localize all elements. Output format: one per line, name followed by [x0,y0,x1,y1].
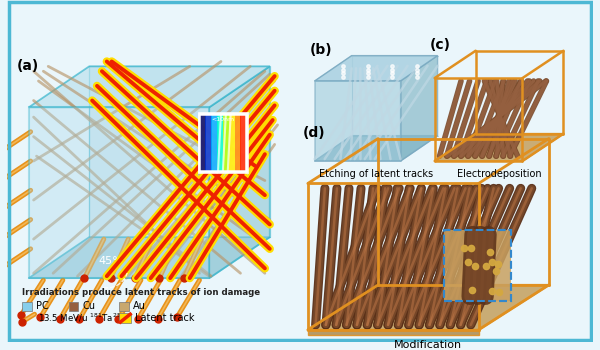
Bar [211,114,218,171]
Bar [217,114,223,171]
Polygon shape [314,56,437,81]
Bar [229,114,235,171]
Bar [199,113,247,172]
Text: PC: PC [35,301,49,312]
Text: Latent track: Latent track [135,313,194,323]
Text: Electrodeposition: Electrodeposition [457,169,541,179]
Polygon shape [314,136,437,161]
Polygon shape [308,285,549,330]
Bar [223,114,229,171]
Polygon shape [308,330,479,335]
Text: 13.5 MeV/u $^{181}$Ta$^{25+}$: 13.5 MeV/u $^{181}$Ta$^{25+}$ [38,312,127,324]
Text: Irradiations produce latent tracks of ion damage: Irradiations produce latent tracks of io… [22,288,260,297]
Polygon shape [434,134,563,161]
Bar [445,230,511,301]
Bar [199,114,247,171]
Polygon shape [89,66,270,237]
Bar [205,114,212,171]
Bar [445,230,511,301]
Text: (b): (b) [310,43,332,57]
Text: Etching of latent tracks: Etching of latent tracks [319,169,433,179]
Polygon shape [29,66,270,107]
Bar [241,114,247,171]
Text: Au: Au [133,301,146,312]
Polygon shape [314,81,401,161]
Polygon shape [209,66,270,278]
Text: Cu: Cu [82,301,95,312]
Text: <10nm: <10nm [211,117,235,122]
Bar [199,114,206,171]
Polygon shape [29,237,270,278]
Bar [119,313,131,323]
Bar [69,302,79,311]
Bar [119,302,129,311]
Text: Modification: Modification [394,340,462,350]
Text: (a): (a) [17,59,39,73]
Bar [235,114,241,171]
Text: (c): (c) [430,38,451,52]
Text: (d): (d) [303,126,326,140]
Bar [22,302,32,311]
Polygon shape [29,107,209,278]
Text: 45°: 45° [99,256,119,266]
Polygon shape [401,56,437,161]
